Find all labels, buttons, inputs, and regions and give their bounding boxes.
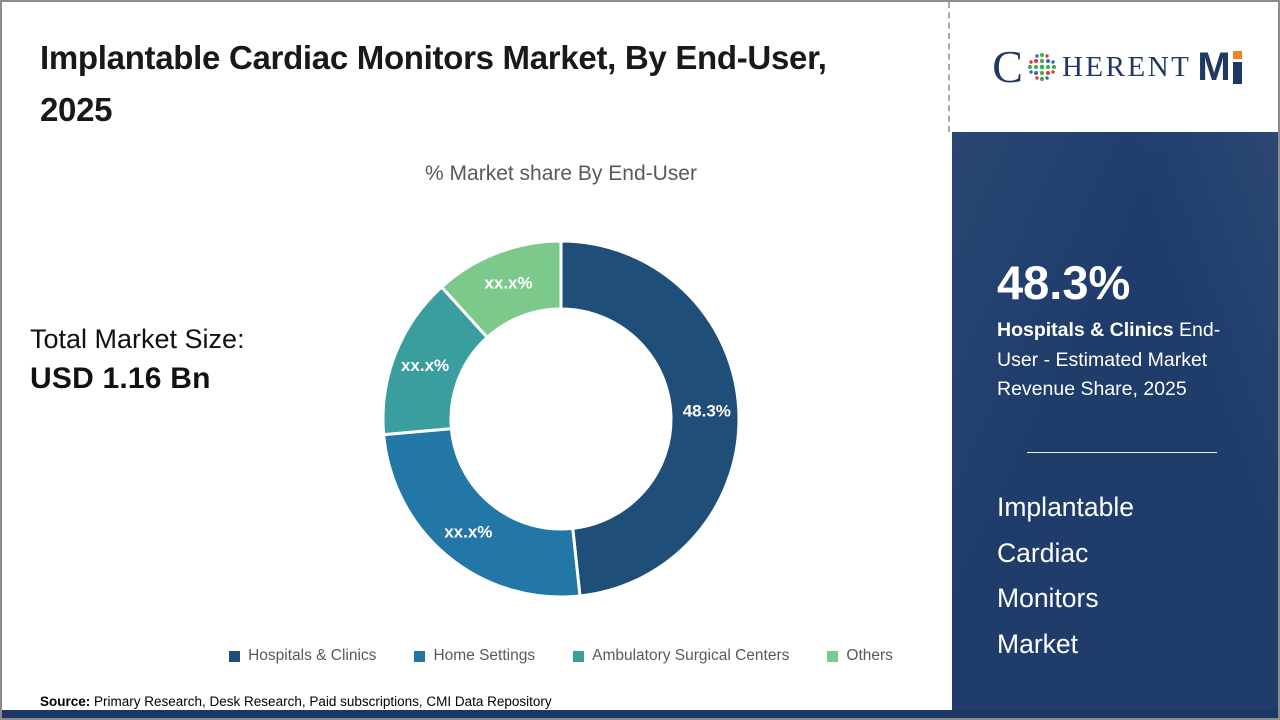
sidebar-stat-caption: End-User - Estimated Market Revenue Shar… — [997, 319, 1221, 400]
source-line: Source: Primary Research, Desk Research,… — [40, 694, 552, 709]
bottom-accent-strip — [2, 710, 1278, 718]
logo-letter-m: M — [1197, 45, 1230, 89]
legend: Hospitals & Clinics Home Settings Ambulato… — [171, 647, 951, 665]
highlight-sidebar: 48.3% Hospitals & Clinics End-User - Est… — [952, 132, 1278, 718]
slice-label-2: xx.x% — [401, 356, 449, 375]
total-market-label: Total Market Size: — [30, 324, 245, 354]
dot-globe-icon — [1027, 52, 1057, 82]
slice-label-3: xx.x% — [484, 273, 532, 292]
logo-letters-herent: HERENT — [1061, 50, 1192, 83]
donut-segment-1 — [382, 427, 582, 599]
legend-item-1: Home Settings — [414, 647, 535, 665]
legend-label: Ambulatory Surgical Centers — [592, 647, 790, 664]
total-market-block: Total Market Size: USD 1.16 Bn — [30, 324, 245, 396]
legend-marker-icon — [229, 650, 241, 662]
donut-chart: 48.3% xx.x% xx.x% xx.x% — [381, 239, 741, 599]
legend-marker-icon — [827, 650, 839, 662]
logo-letter-c: C — [992, 41, 1023, 92]
donut-segment-3 — [439, 239, 563, 340]
legend-label: Others — [846, 647, 893, 664]
donut-segment-0 — [559, 239, 741, 598]
legend-marker-icon — [414, 650, 426, 662]
legend-item-3: Others — [827, 647, 893, 665]
sidebar-divider — [1027, 452, 1217, 454]
source-text: Primary Research, Desk Research, Paid su… — [90, 694, 552, 709]
donut-chart-container: 48.3% xx.x% xx.x% xx.x% — [371, 229, 751, 609]
sidebar-stat-description: Hospitals & Clinics End-User - Estimated… — [997, 316, 1247, 404]
source-label: Source: — [40, 694, 91, 709]
sidebar-stat-value: 48.3% — [997, 256, 1131, 309]
logo-box: C — [952, 2, 1278, 132]
legend-marker-icon — [573, 650, 585, 662]
slice-label-1: xx.x% — [444, 522, 492, 541]
dashed-divider — [948, 2, 950, 132]
slice-label-0: 48.3% — [683, 402, 731, 421]
total-market-value: USD 1.16 Bn — [30, 362, 211, 395]
coherentmi-logo: C — [992, 41, 1242, 92]
page-title: Implantable Cardiac Monitors Market, By … — [40, 39, 827, 129]
legend-item-2: Ambulatory Surgical Centers — [573, 647, 789, 665]
sidebar-market-name: Implantable Cardiac Monitors Market — [997, 492, 1135, 659]
legend-label: Home Settings — [433, 647, 536, 664]
chart-subtitle: % Market share By End-User — [425, 162, 697, 185]
logo-letter-i-mark — [1232, 50, 1242, 84]
legend-label: Hospitals & Clinics — [248, 647, 377, 664]
legend-item-0: Hospitals & Clinics — [229, 647, 376, 665]
sidebar-stat-segment: Hospitals & Clinics — [997, 319, 1174, 342]
